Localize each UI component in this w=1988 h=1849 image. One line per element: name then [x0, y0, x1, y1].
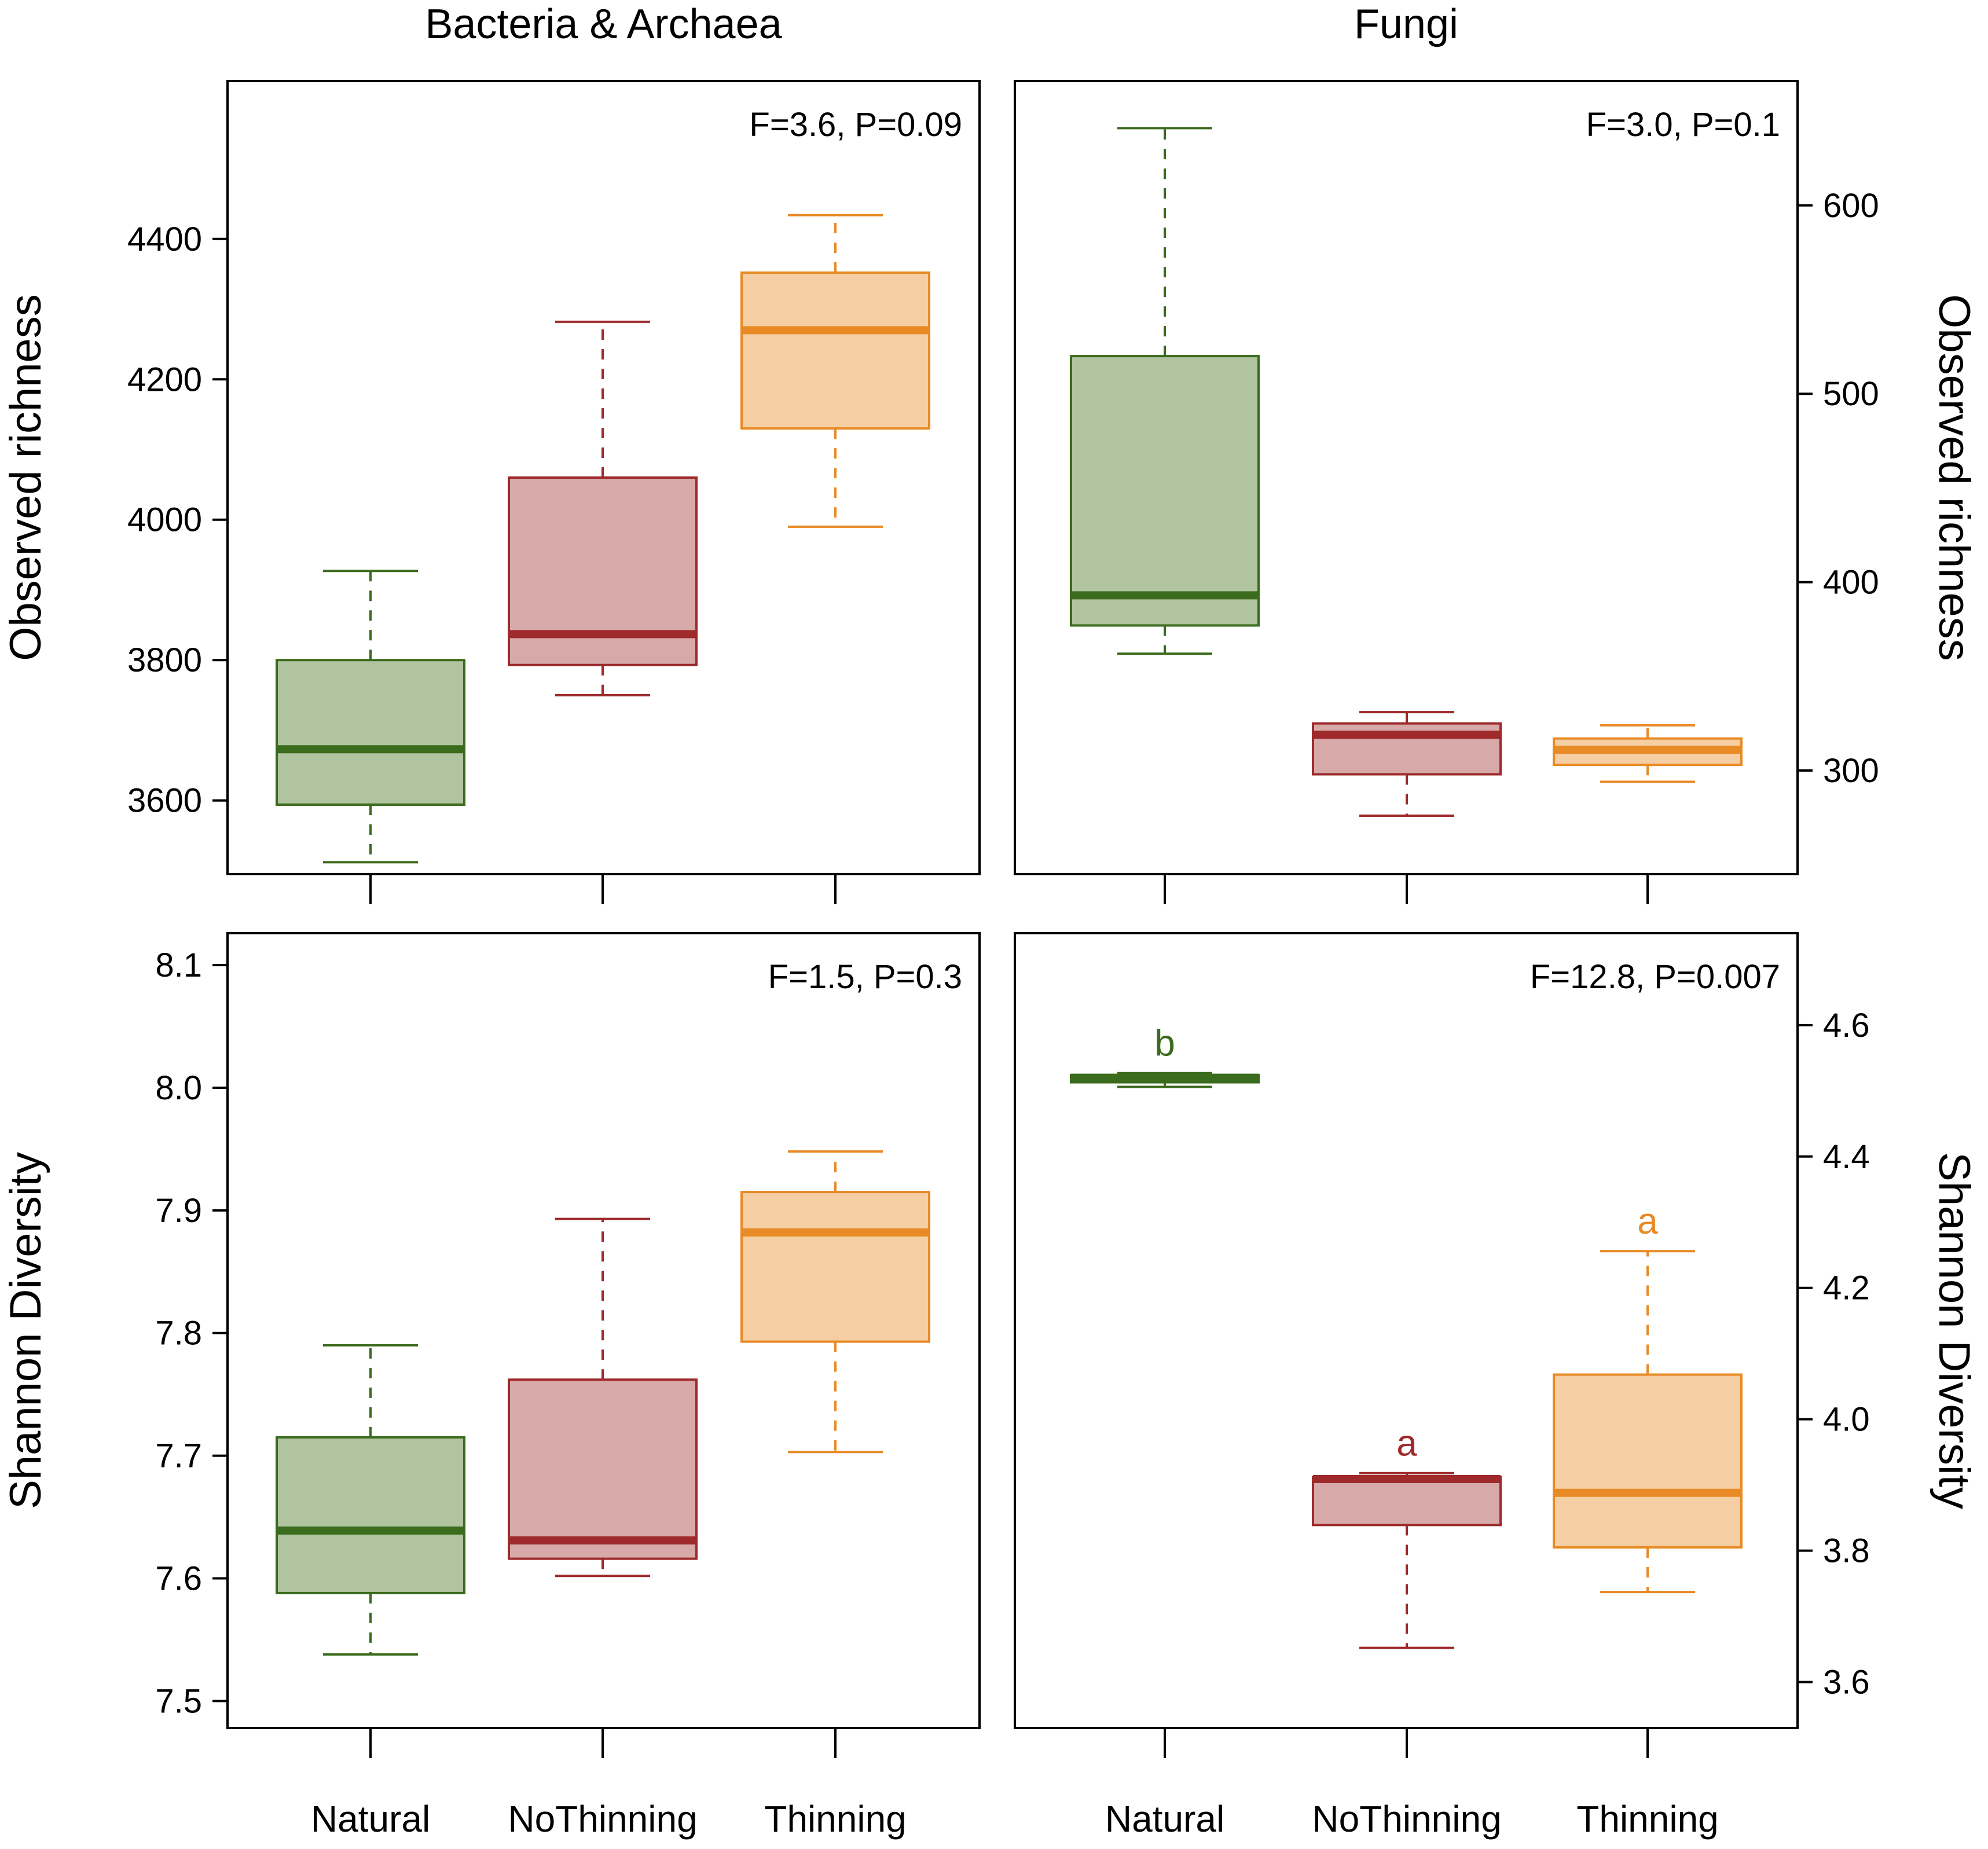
x-category-label: Natural [311, 1798, 430, 1840]
box-thinning: a [1553, 1200, 1743, 1594]
box-body [1553, 1373, 1743, 1549]
y-tick-label: 4.2 [1823, 1270, 1870, 1307]
panel-2: Fungi 300 400 500 600 Observed richness F=3.0,… [1014, 1, 1979, 904]
box-nothinning [508, 320, 698, 696]
y-tick-label: 7.6 [155, 1560, 202, 1598]
box-body [740, 271, 930, 430]
box-body [508, 1378, 698, 1560]
panel-4: 3.6 3.8 4.0 4.2 4.4 4.6 Shannon Diversity Natur… [1014, 932, 1979, 1840]
y-tick-label: 4.4 [1823, 1138, 1870, 1176]
column-title: Bacteria & Archaea [425, 1, 782, 47]
y-axis-title: Shannon Diversity [1930, 1152, 1979, 1509]
y-tick-label: 8.0 [155, 1069, 202, 1107]
box-thinning [1553, 724, 1743, 783]
box-nothinning [1312, 711, 1502, 817]
box-body [1312, 1476, 1502, 1527]
y-tick-label: 500 [1823, 375, 1879, 413]
y-tick-label: 4.6 [1823, 1007, 1870, 1044]
y-tick-label: 8.1 [155, 946, 202, 984]
y-axis-title: Observed richness [1, 294, 50, 661]
significance-letter: a [1637, 1200, 1658, 1242]
box-body [276, 659, 465, 806]
box-body [276, 1436, 465, 1594]
box-nothinning: a [1312, 1422, 1502, 1649]
y-tick-label: 7.9 [155, 1192, 202, 1230]
x-category-label: Thinning [764, 1798, 907, 1840]
y-tick-label: 4400 [127, 221, 202, 258]
stat-annotation: F=1.5, P=0.3 [768, 958, 962, 996]
box-natural [276, 570, 465, 864]
y-axis-title: Observed richness [1930, 294, 1979, 661]
box-body [740, 1191, 930, 1343]
y-tick-label: 3800 [127, 641, 202, 679]
y-tick-label: 4.0 [1823, 1401, 1870, 1439]
x-category-label: NoThinning [508, 1798, 697, 1840]
y-tick-label: 4200 [127, 361, 202, 398]
y-tick-label: 3.8 [1823, 1532, 1870, 1570]
y-tick-label: 600 [1823, 187, 1879, 225]
panel-3: 7.5 7.6 7.7 7.8 7.9 8.0 8.1 Shannon Diversity Na… [1, 932, 981, 1840]
y-tick-label: 7.5 [155, 1682, 202, 1720]
y-tick-label: 3600 [127, 782, 202, 820]
box-body [1070, 355, 1260, 627]
x-category-label: Natural [1105, 1798, 1224, 1840]
box-natural [1070, 127, 1260, 655]
y-tick-label: 3.6 [1823, 1664, 1870, 1701]
box-nothinning [508, 1217, 698, 1577]
y-tick-label: 300 [1823, 752, 1879, 790]
stat-annotation: F=12.8, P=0.007 [1530, 958, 1780, 996]
stat-annotation: F=3.6, P=0.09 [749, 106, 962, 144]
box-natural [276, 1344, 465, 1656]
box-thinning [740, 214, 930, 528]
box-thinning [740, 1150, 930, 1454]
y-tick-label: 400 [1823, 564, 1879, 601]
x-category-label: NoThinning [1312, 1798, 1501, 1840]
significance-letter: a [1396, 1422, 1417, 1464]
stat-annotation: F=3.0, P=0.1 [1586, 106, 1780, 144]
y-tick-label: 7.7 [155, 1437, 202, 1475]
y-axis-title: Shannon Diversity [1, 1152, 50, 1509]
x-category-label: Thinning [1576, 1798, 1719, 1840]
significance-letter: b [1154, 1022, 1175, 1064]
y-tick-label: 7.8 [155, 1315, 202, 1352]
column-title: Fungi [1354, 1, 1458, 47]
panel-1: Bacteria & Archaea 3600 3800 4000 4200 4400 Ob… [1, 1, 981, 904]
box-natural: b [1070, 1022, 1260, 1088]
y-tick-label: 4000 [127, 501, 202, 539]
